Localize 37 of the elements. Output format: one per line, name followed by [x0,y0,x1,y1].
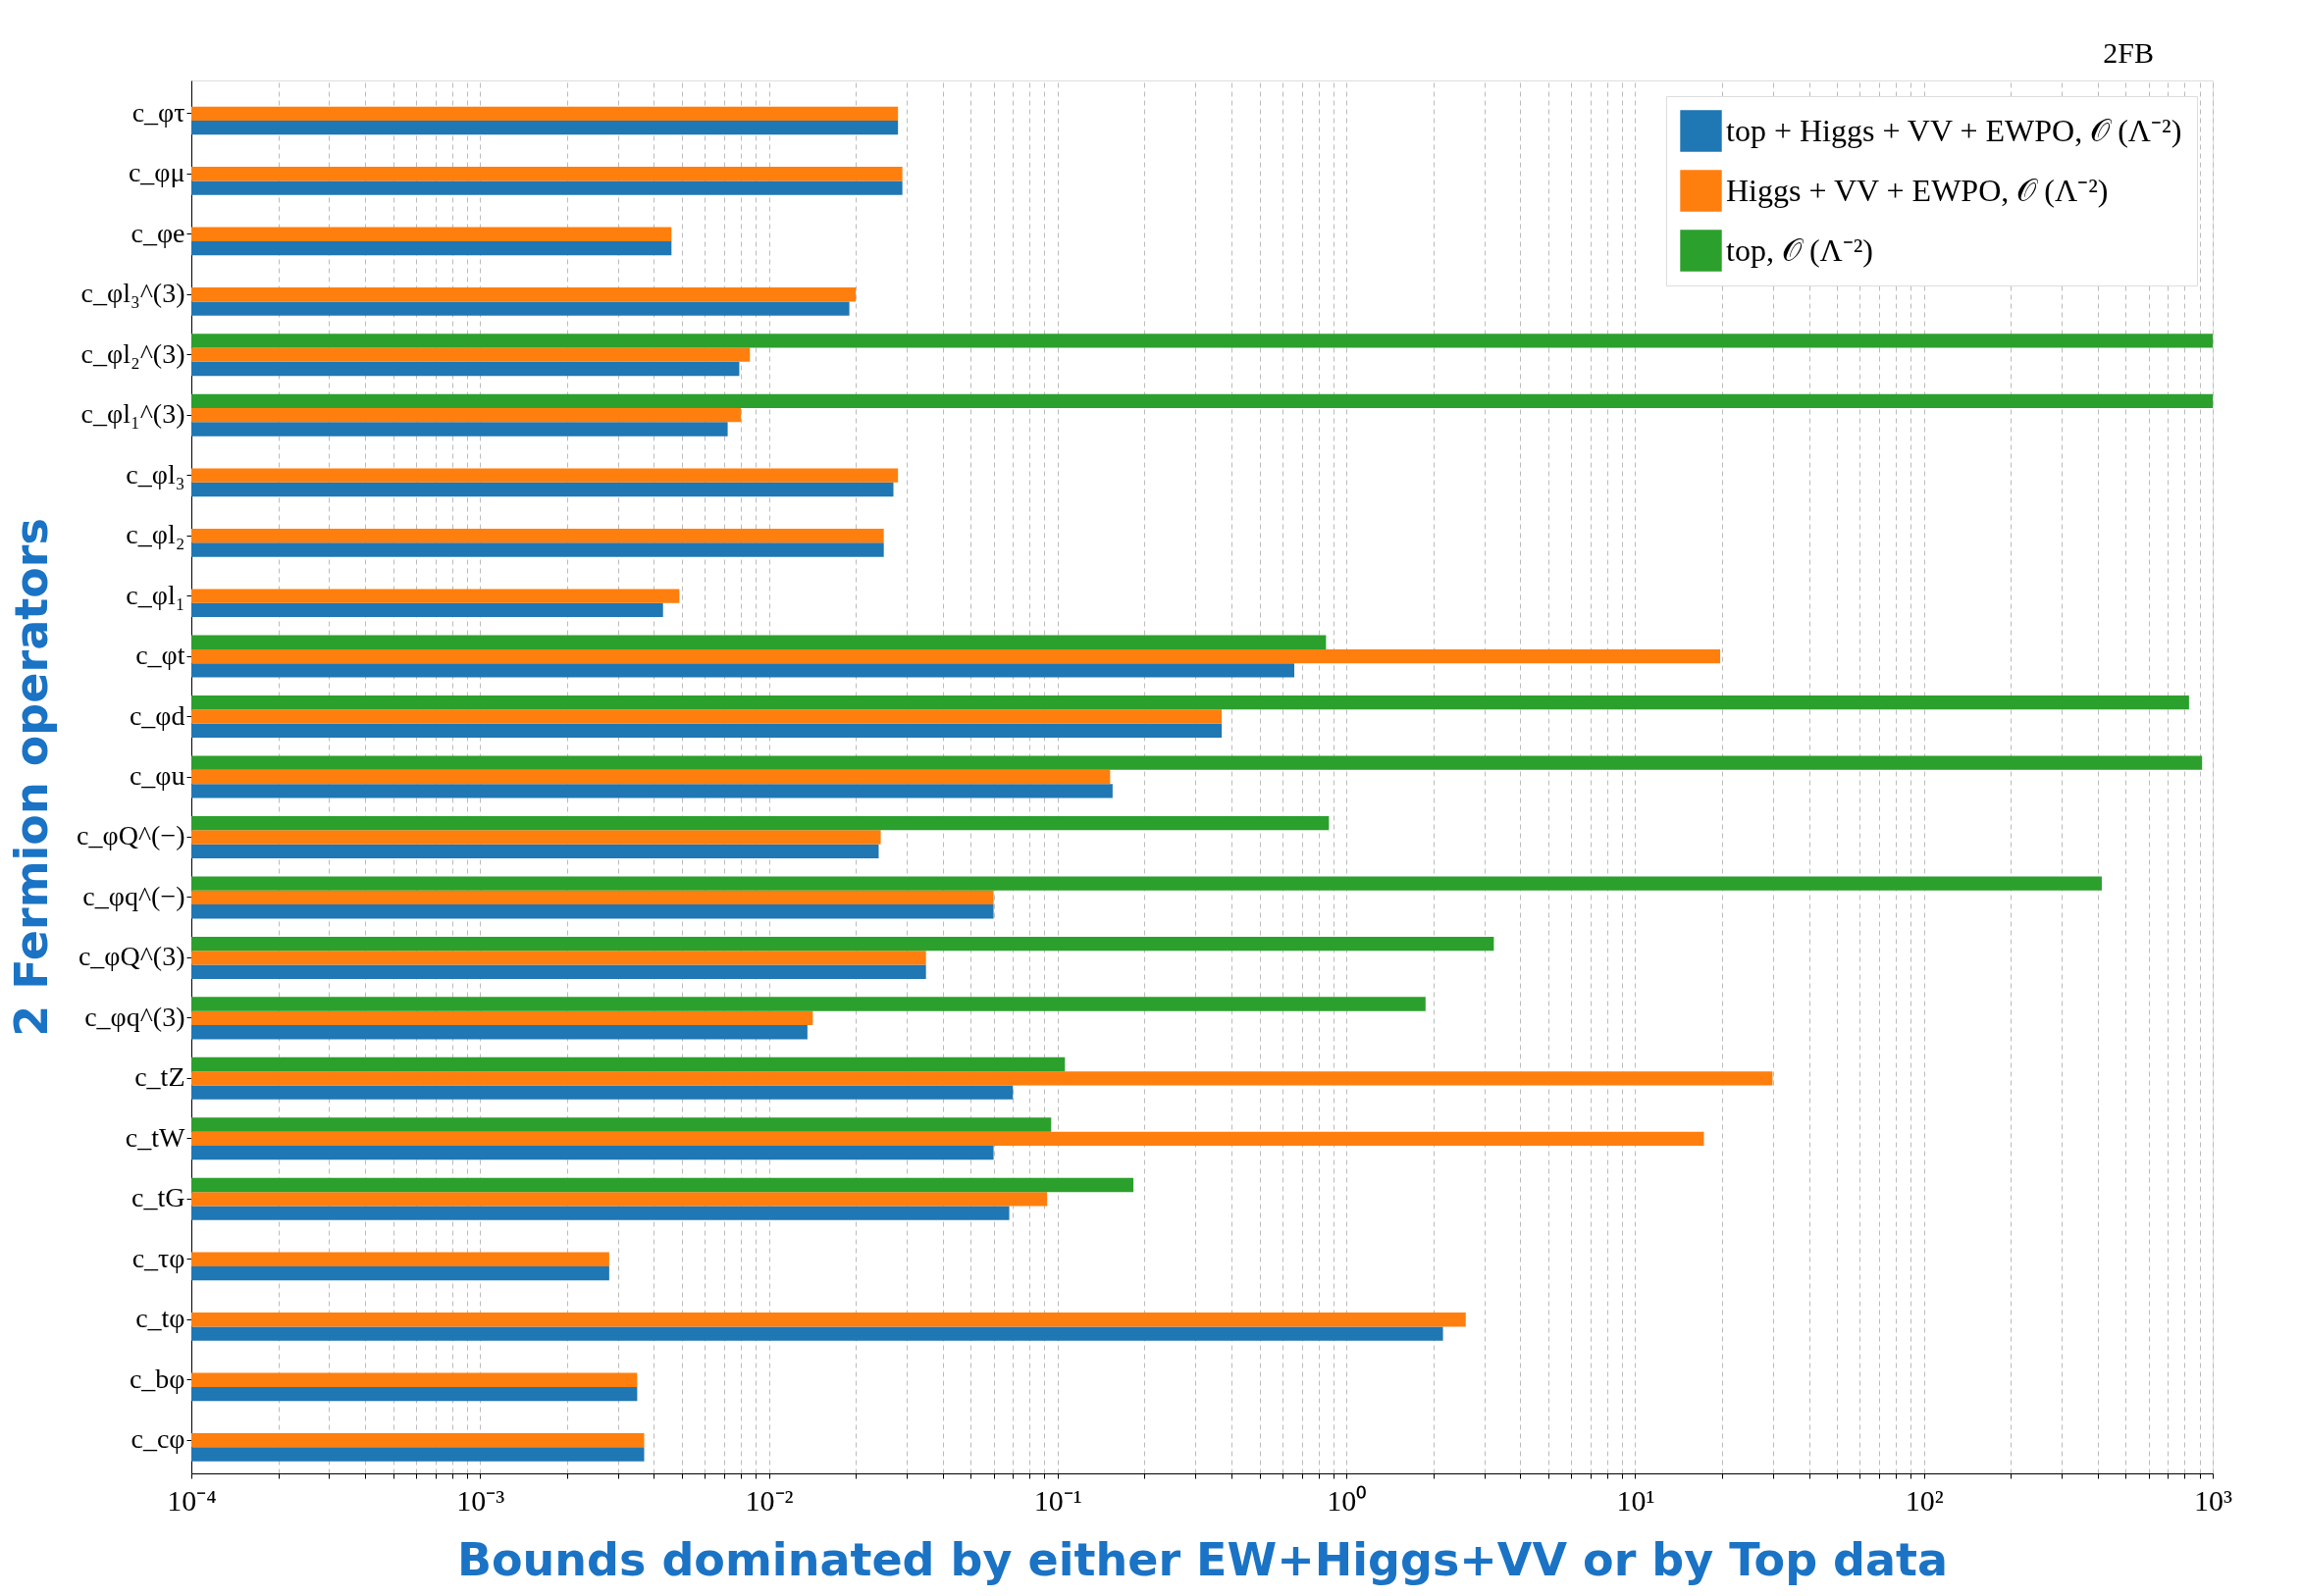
y-tick-label: c_tG [131,1182,185,1213]
x-tick-label: 10⁻¹ [1033,1483,1082,1517]
text: 2FB [2103,36,2154,69]
y-tick-label: c_φQ^(3) [78,941,185,972]
y-tick-label: c_φl₃^(3) [80,278,185,309]
x-tick-label: 10⁻³ [456,1483,505,1517]
y-tick-label: c_φt [135,640,185,671]
y-tick-label: c_φd [129,699,185,731]
x-tick-label: 10⁰ [1327,1483,1368,1517]
y-tick-label: c_φu [129,760,185,791]
x-tick-label: 10¹ [1616,1483,1655,1517]
y-tick-label: c_tφ [135,1303,185,1334]
x-tick-label: 10³ [2194,1483,2232,1517]
y-tick-label: c_cφ [131,1423,185,1455]
y-tick-label: c_tW [125,1121,186,1153]
x-tick-label: 10² [1905,1483,1944,1517]
y-tick-label: c_tZ [134,1061,185,1093]
y-tick-label: c_φl₂^(3) [80,337,185,369]
y-tick-label: c_φq^(3) [84,1001,185,1032]
y-tick-label: c_φμ [128,157,185,188]
y-tick-label: c_φl₁^(3) [80,398,185,430]
y-tick-label: c_φτ [131,96,185,128]
x-tick-label: 10⁻⁴ [167,1483,217,1517]
y-tick-label: c_φl₃ [126,458,185,489]
y-tick-label: c_φl₁ [126,579,185,610]
legend-label: top + Higgs + VV + EWPO, 𝒪 (Λ⁻²) [1726,112,2182,148]
legend-label: Higgs + VV + EWPO, 𝒪 (Λ⁻²) [1726,172,2109,208]
x-tick-label: 10⁻² [745,1483,794,1517]
x-axis-title: Bounds dominated by either EW+Higgs+VV or by Top data [456,1532,1949,1586]
y-tick-label: c_φq^(−) [82,880,185,911]
y-axis-title: 2 Fermion operators [5,518,59,1037]
y-tick-label: c_bφ [129,1363,185,1394]
legend-label: top, 𝒪 (Λ⁻²) [1726,232,1873,268]
y-tick-label: c_τφ [131,1242,185,1273]
y-tick-label: c_φl₂ [126,519,185,550]
y-tick-label: c_φQ^(−) [77,820,185,851]
y-tick-label: c_φe [131,217,185,248]
